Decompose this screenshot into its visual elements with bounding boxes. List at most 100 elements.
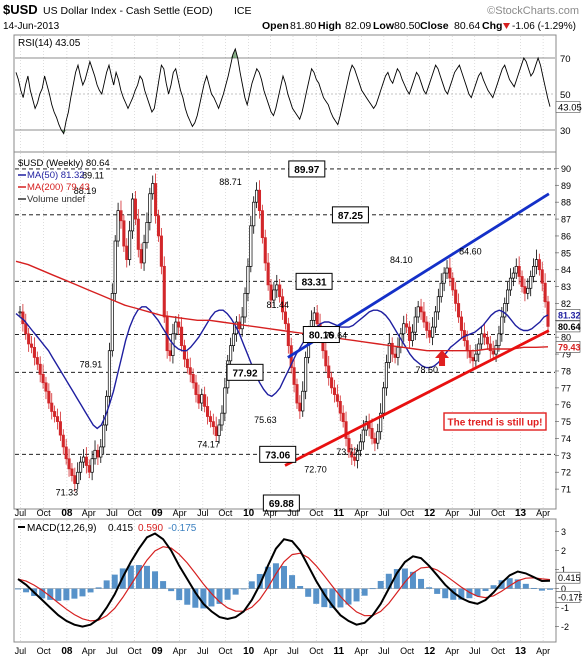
price-candle (335, 394, 339, 402)
macd-tick-label: 2 (561, 546, 566, 556)
price-candle (29, 343, 34, 348)
price-candle (203, 394, 207, 407)
macd-histogram-bar (482, 588, 489, 591)
x-tick-label: Oct (400, 508, 415, 518)
price-extreme-label: 88.71 (219, 177, 242, 187)
level-box (226, 363, 264, 381)
price-candle (200, 394, 204, 404)
price-tick-label: 80 (561, 333, 571, 343)
x-tick-label: Oct (309, 646, 324, 656)
price-candle (439, 282, 443, 298)
price-candle (99, 446, 103, 458)
x-tick-label: Oct (218, 646, 233, 656)
price-candle (156, 215, 161, 237)
macd-tick-label: -2 (561, 622, 569, 632)
x-tick-label: Jul (15, 508, 27, 518)
macd-histogram-bar (15, 588, 21, 590)
x-tick-label: 09 (151, 646, 163, 657)
macd-histogram-bar (281, 565, 287, 589)
price-candle (243, 292, 247, 318)
x-tick-label: 12 (424, 646, 436, 657)
price-candle (523, 286, 527, 294)
legend-main: $USD (Weekly) 80.64 (18, 158, 110, 169)
price-candle (497, 333, 501, 347)
price-candle (422, 311, 426, 323)
macd-legend-value2: 0.590 (138, 523, 163, 534)
level-box (295, 272, 333, 290)
price-extreme-label: 71.33 (56, 488, 79, 498)
price-tick-label: 72 (561, 468, 571, 478)
macd-histogram-bar (87, 588, 94, 593)
x-tick-label: Jul (197, 508, 209, 518)
price-candle (188, 367, 192, 375)
price-candle (246, 265, 250, 294)
price-candle (44, 382, 48, 392)
price-candle (327, 365, 331, 379)
price-candle (356, 449, 360, 461)
macd-histogram-bar (216, 588, 223, 604)
macd-histogram-bar (514, 579, 521, 589)
legend-volume: Volume undef (27, 194, 85, 205)
price-candle (338, 401, 342, 414)
macd-histogram-bar (39, 588, 46, 599)
high-value: 82.09 (345, 20, 371, 32)
price-candle (211, 421, 215, 428)
price-tick-label: 75 (561, 417, 571, 427)
price-candle (454, 289, 458, 304)
high-label: High (318, 20, 341, 32)
price-candle (220, 412, 224, 426)
x-tick-label: Jul (378, 508, 390, 518)
price-candle (41, 374, 45, 384)
price-candle (517, 265, 521, 277)
price-candle (494, 345, 498, 355)
price-candle (18, 311, 22, 314)
price-extreme-label: 84.60 (459, 247, 482, 257)
price-candle (474, 353, 478, 362)
x-tick-label: Oct (127, 646, 142, 656)
x-tick-label: 12 (424, 508, 436, 519)
down-triangle-icon (503, 23, 510, 29)
price-candle (180, 326, 184, 347)
rsi-last-tag-box (555, 101, 581, 113)
price-candle (79, 461, 83, 473)
price-candle (379, 412, 383, 433)
level-label: 77.92 (232, 368, 257, 379)
price-candle (168, 350, 172, 356)
macd-histogram-bar (369, 588, 376, 590)
macd-histogram-bar (377, 580, 384, 589)
price-extreme-label: 74.17 (197, 440, 220, 450)
price-candle (76, 471, 80, 484)
chg-label: Chg (482, 20, 502, 32)
x-tick-label: 13 (515, 508, 527, 519)
price-candle (301, 390, 305, 412)
macd-last-tag-box (555, 571, 581, 584)
price-candle (413, 316, 417, 333)
price-candle (162, 265, 166, 318)
price-tick-label: 86 (561, 231, 571, 241)
macd-histogram-bar (321, 588, 328, 608)
price-candle (55, 416, 60, 422)
price-candle (278, 284, 282, 298)
price-tick-label: 82 (561, 299, 571, 309)
x-tick-label: 10 (243, 646, 255, 657)
price-candle (229, 345, 233, 362)
price-candle (148, 193, 152, 223)
level-label: 73.06 (265, 450, 290, 461)
macd-histogram-bar (393, 569, 400, 589)
macd-histogram-bar (63, 588, 70, 601)
price-candle (133, 198, 137, 220)
x-tick-label: 08 (61, 508, 73, 519)
x-tick-label: Jul (287, 646, 299, 656)
price-candle (93, 449, 97, 460)
macd-histogram-bar (160, 581, 167, 589)
macd-histogram-bar (474, 588, 481, 597)
macd-histogram-bar (434, 588, 441, 594)
price-candle (84, 456, 88, 466)
macd-last-tag: 0.415 (558, 573, 581, 583)
x-tick-label: Oct (491, 646, 506, 656)
macd-histogram-bar (176, 588, 183, 601)
price-tick-label: 71 (561, 485, 571, 495)
price-candle (353, 456, 357, 461)
price-candle (537, 259, 541, 271)
price-candle (217, 424, 221, 436)
